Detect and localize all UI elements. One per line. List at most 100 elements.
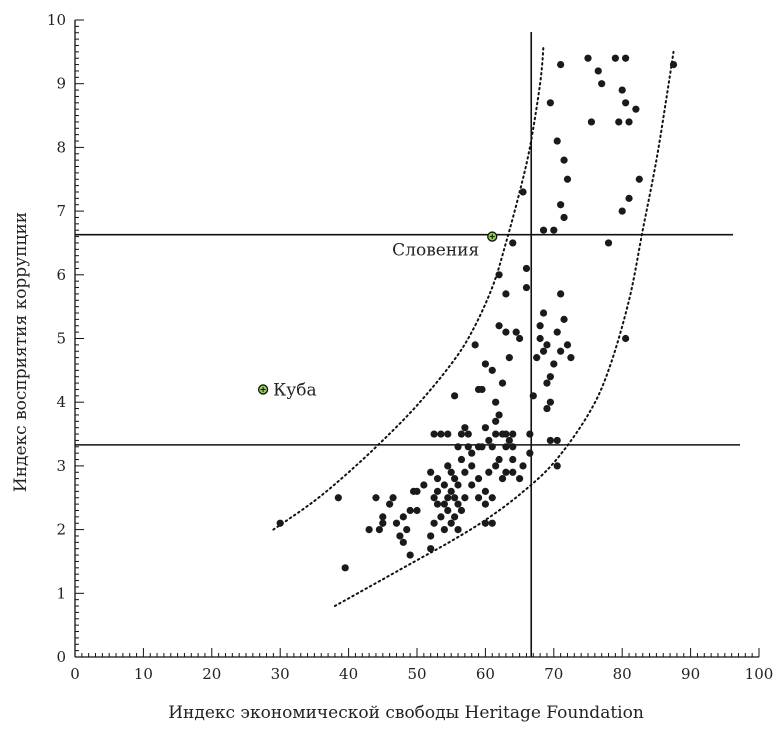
data-point: [550, 226, 558, 234]
data-point: [632, 105, 640, 113]
y-tick-label: 4: [56, 393, 66, 411]
data-point: [485, 436, 493, 445]
confidence-bands: [272, 44, 675, 607]
data-point: [471, 341, 479, 349]
data-point: [611, 54, 619, 62]
data-point: [375, 526, 383, 534]
highlight-label: Словения: [392, 241, 479, 261]
data-point: [447, 487, 455, 495]
highlighted-point: Словения: [392, 231, 498, 261]
x-tick-label: 100: [745, 665, 774, 683]
data-point: [451, 513, 459, 521]
data-point: [625, 118, 633, 126]
data-point: [389, 494, 397, 502]
data-point: [481, 519, 489, 527]
data-point: [430, 519, 438, 527]
data-point: [454, 526, 462, 534]
data-point: [474, 494, 483, 502]
data-point: [495, 271, 503, 279]
x-tick-label: 40: [339, 665, 358, 683]
data-point: [539, 347, 548, 355]
x-tick-label: 90: [681, 665, 700, 683]
data-point: [516, 475, 524, 483]
data-point: [557, 60, 565, 69]
data-point: [502, 328, 510, 336]
data-point: [669, 60, 678, 69]
data-point: [392, 519, 401, 527]
data-point: [625, 194, 633, 202]
data-point: [498, 379, 507, 387]
data-point: [447, 519, 455, 527]
data-points: [276, 54, 678, 572]
data-point: [546, 99, 554, 107]
data-point: [372, 494, 380, 502]
data-point: [488, 494, 496, 502]
data-point: [546, 436, 554, 445]
data-point: [440, 526, 448, 534]
data-point: [365, 526, 373, 534]
data-point: [433, 487, 442, 495]
y-tick-label: 9: [56, 75, 66, 93]
lower-band-curve: [333, 50, 675, 607]
data-point: [447, 468, 455, 476]
data-point: [526, 430, 534, 438]
y-tick-label: 10: [47, 11, 66, 29]
data-point: [502, 430, 510, 438]
data-point: [522, 264, 531, 273]
data-point: [444, 494, 452, 502]
data-point: [492, 398, 500, 406]
data-point: [464, 443, 472, 451]
data-point: [557, 347, 565, 355]
tick-labels: 0 10 20 30 40 50 60 70 80 90 100 0 1 2 3 4 5 6 7 8 9 10: [47, 11, 773, 683]
data-point: [550, 360, 558, 368]
data-point: [533, 354, 541, 362]
data-point: [399, 538, 407, 546]
data-point: [492, 417, 500, 425]
data-point: [495, 455, 503, 464]
data-point: [546, 398, 554, 406]
highlight-label: Куба: [273, 380, 317, 400]
axis-ticks: [74, 19, 760, 658]
data-point: [553, 436, 561, 445]
data-point: [461, 494, 469, 502]
x-tick-label: 70: [544, 665, 563, 683]
highlighted-points: Словения Куба: [257, 231, 498, 400]
data-point: [509, 430, 517, 438]
x-tick-label: 30: [271, 665, 290, 683]
data-point: [403, 526, 411, 534]
data-point: [543, 404, 551, 413]
data-point: [451, 494, 459, 502]
data-point: [502, 290, 510, 298]
data-point: [635, 175, 643, 183]
data-point: [430, 430, 438, 438]
data-point: [618, 86, 626, 94]
data-point: [427, 545, 435, 553]
data-point: [594, 67, 602, 75]
data-point: [430, 494, 438, 502]
data-point: [557, 201, 565, 209]
data-point: [560, 315, 568, 323]
data-point: [557, 290, 565, 298]
data-point: [468, 481, 476, 489]
data-point: [598, 80, 606, 88]
data-point: [427, 468, 435, 476]
data-point: [440, 500, 448, 508]
y-tick-label: 5: [56, 330, 66, 348]
data-point: [413, 487, 421, 495]
data-point: [526, 449, 534, 457]
data-point: [539, 226, 548, 234]
data-point: [509, 239, 517, 247]
data-point: [495, 322, 503, 330]
data-point: [509, 443, 517, 451]
data-point: [502, 443, 510, 451]
data-point: [386, 500, 394, 508]
data-point: [488, 519, 496, 527]
data-point: [481, 424, 489, 432]
x-tick-label: 60: [476, 665, 495, 683]
x-tick-label: 0: [70, 665, 80, 683]
data-point: [502, 468, 510, 476]
data-point: [444, 506, 452, 515]
y-tick-label: 7: [56, 202, 66, 220]
data-point: [481, 500, 489, 508]
data-point: [488, 366, 496, 374]
